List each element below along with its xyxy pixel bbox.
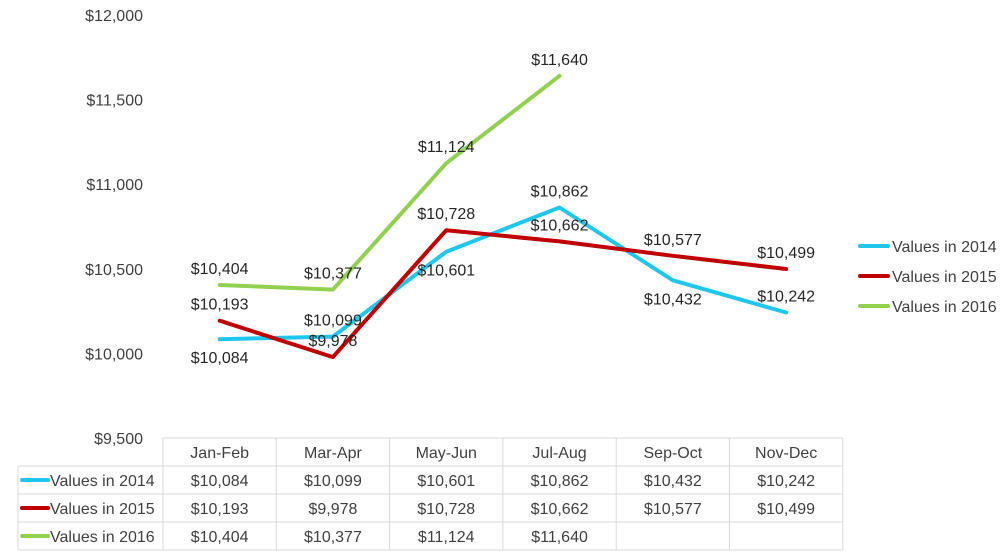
y-tick-label: $10,500 <box>85 262 143 279</box>
table-cell: $10,862 <box>531 473 589 490</box>
table-cell: $10,242 <box>757 473 815 490</box>
data-table: Jan-Feb Mar-Apr May-Jun Jul-Aug Sep-Oct Nov-D… <box>17 437 844 551</box>
table-cell: $10,377 <box>304 529 362 546</box>
table-cell: $10,728 <box>417 501 475 518</box>
data-label: $10,242 <box>757 288 815 305</box>
table-header-cell: May-Jun <box>416 445 477 462</box>
series-lines <box>217 73 789 360</box>
data-label: $10,432 <box>644 291 702 308</box>
table-cell: $10,404 <box>191 529 249 546</box>
data-label: $10,193 <box>191 297 249 314</box>
data-label: $10,862 <box>531 184 589 201</box>
data-label: $11,640 <box>531 52 588 69</box>
data-labels: $10,084 $10,099 $10,601 $10,862 $10,432 $10,2… <box>191 52 815 367</box>
table-cell: $9,978 <box>308 501 357 518</box>
series-line-3 <box>217 73 562 292</box>
table-header-cell: Jul-Aug <box>532 445 586 462</box>
y-tick-label: $12,000 <box>85 8 143 25</box>
table-cell: $10,499 <box>757 501 815 518</box>
data-label: $10,601 <box>417 263 475 280</box>
y-tick-label: $10,000 <box>85 346 143 363</box>
table-cell: $10,432 <box>644 473 702 490</box>
table-row-label: Values in 2015 <box>50 501 155 518</box>
table-cell: $10,084 <box>191 473 249 490</box>
table-row-label: Values in 2016 <box>50 529 155 546</box>
legend-label: Values in 2014 <box>892 239 997 256</box>
data-label: $10,577 <box>644 232 702 249</box>
y-axis-tick-labels: $9,500 $10,000 $10,500 $11,000 $11,500 $12,00… <box>85 8 143 448</box>
table-header-cell: Jan-Feb <box>190 445 249 462</box>
table-cell: $10,601 <box>417 473 475 490</box>
y-tick-label: $11,000 <box>86 177 143 194</box>
data-label: $11,124 <box>418 139 475 156</box>
y-tick-label: $9,500 <box>94 431 143 448</box>
series-line-2 <box>217 228 789 360</box>
data-label: $10,404 <box>191 261 249 278</box>
legend-label: Values in 2016 <box>892 299 997 316</box>
table-header-cell: Sep-Oct <box>644 445 703 462</box>
legend-label: Values in 2015 <box>892 269 997 286</box>
table-cell: $10,662 <box>531 501 589 518</box>
data-label: $10,377 <box>304 266 362 283</box>
table-cell: $11,640 <box>531 529 588 546</box>
data-label: $10,728 <box>417 206 475 223</box>
data-label: $10,099 <box>304 313 362 330</box>
data-label: $10,662 <box>531 217 589 234</box>
data-label: $10,084 <box>191 350 249 367</box>
y-tick-label: $11,500 <box>86 93 143 110</box>
table-header-cell: Nov-Dec <box>755 445 817 462</box>
series-line-1 <box>217 205 789 342</box>
table-cell: $10,099 <box>304 473 362 490</box>
table-row-label: Values in 2014 <box>50 473 155 490</box>
table-header-cell: Mar-Apr <box>304 445 362 462</box>
table-cell: $10,193 <box>191 501 249 518</box>
table-cell: $11,124 <box>418 529 475 546</box>
table-cell: $10,577 <box>644 501 702 518</box>
legend: Values in 2014 Values in 2015 Values in 20… <box>858 239 997 316</box>
data-label: $9,978 <box>308 333 357 350</box>
data-label: $10,499 <box>757 245 815 262</box>
